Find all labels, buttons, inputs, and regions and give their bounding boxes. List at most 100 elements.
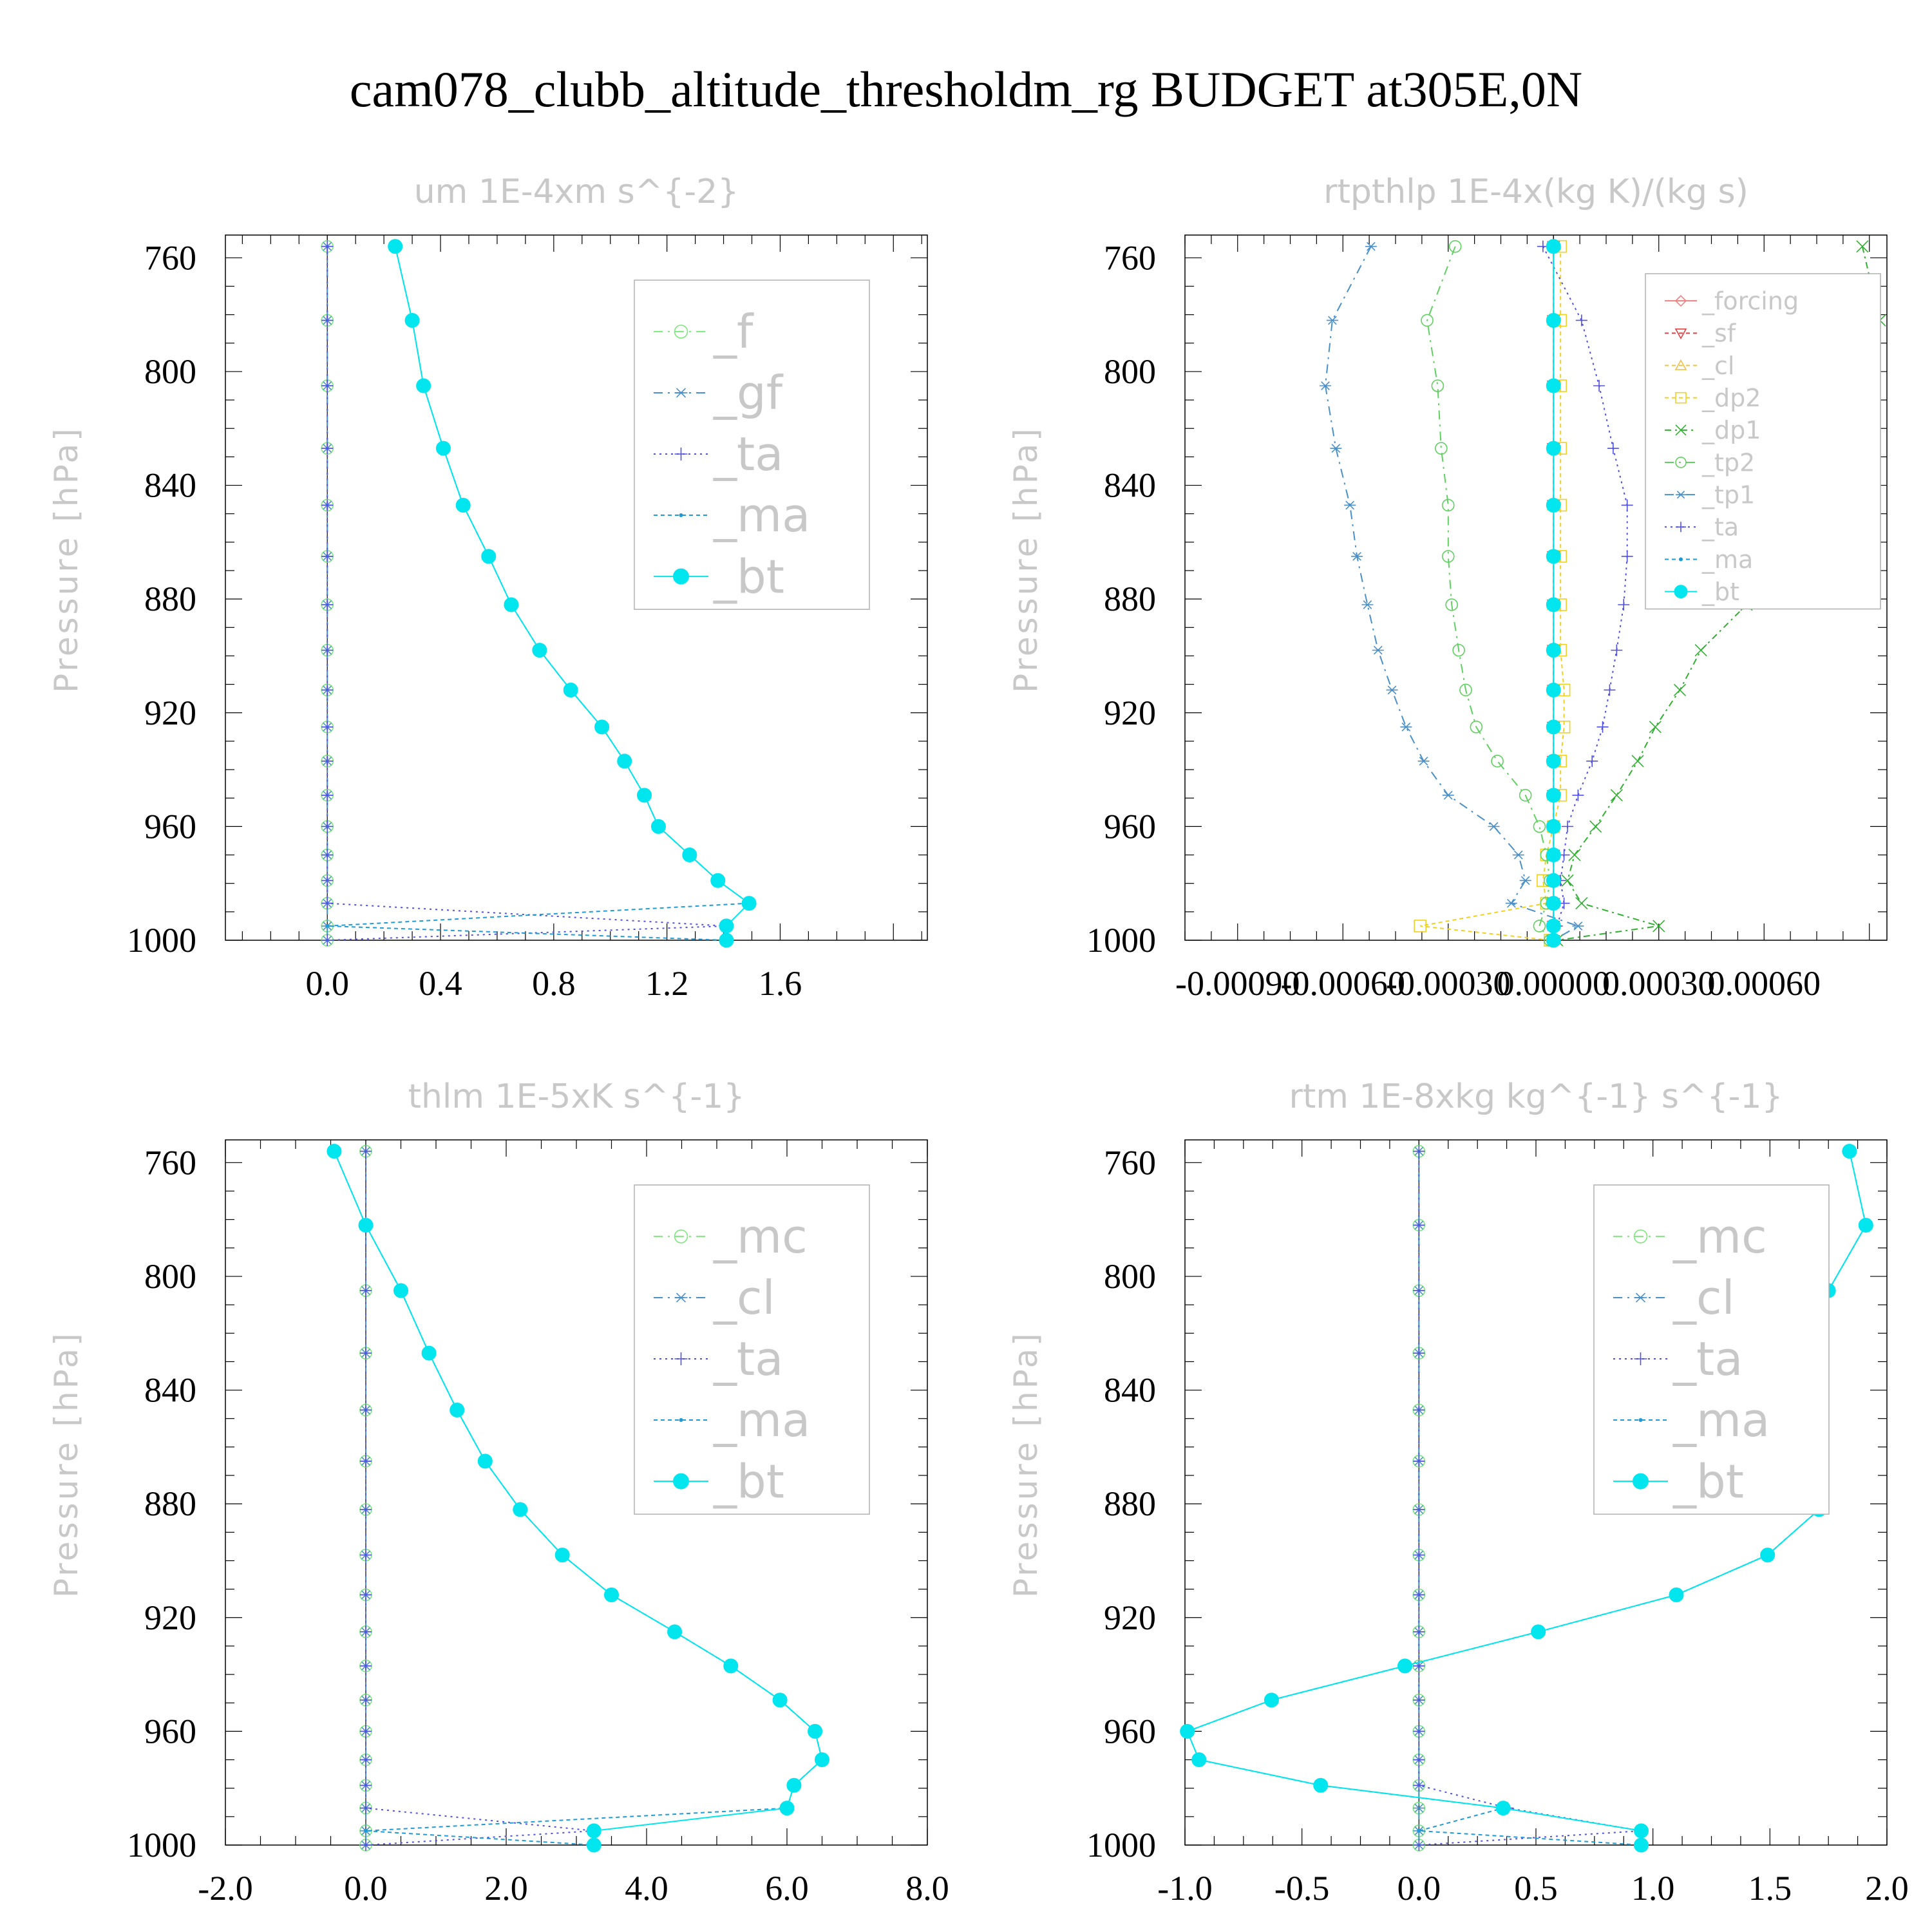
x-tick-label: -0.00060 — [1281, 964, 1405, 1003]
data-point — [1575, 897, 1588, 910]
legend-label: _bt — [713, 1454, 784, 1508]
data-point — [563, 682, 578, 697]
data-point — [1546, 549, 1561, 564]
legend-label: _f — [713, 305, 754, 359]
legend-marker — [1676, 522, 1686, 533]
panel-1: um 1E-4xm s^{-2} Pressure [hPa] 760 800 840 8… — [48, 173, 928, 1003]
data-point — [1435, 442, 1448, 455]
legend-label: _sf — [1701, 319, 1737, 348]
data-point — [1611, 644, 1623, 656]
y-tick-label: 800 — [1104, 352, 1156, 391]
data-point — [450, 1402, 465, 1417]
data-point — [1413, 1779, 1425, 1792]
legend-label: _ma — [1672, 1393, 1770, 1447]
data-point — [1413, 1219, 1425, 1231]
y-tick-label: 960 — [1104, 807, 1156, 846]
x-tick-label: 2.0 — [484, 1869, 528, 1908]
data-point — [416, 378, 431, 393]
legend-marker — [1675, 392, 1687, 404]
data-point — [586, 1823, 601, 1839]
data-point — [321, 499, 334, 511]
x-tick-label: 6.0 — [765, 1869, 809, 1908]
legend-marker — [673, 1473, 689, 1490]
data-point — [321, 934, 334, 946]
data-point — [710, 873, 726, 888]
data-point — [1546, 896, 1561, 911]
y-tick-label: 960 — [144, 1712, 196, 1750]
y-tick-label: 800 — [1104, 1257, 1156, 1296]
x-tick-label: 0.0 — [305, 964, 349, 1003]
plot-frame — [1184, 234, 1888, 941]
data-point — [1546, 497, 1561, 513]
series-line — [1557, 246, 1881, 941]
y-axis-label: Pressure [hPa] — [48, 426, 85, 693]
data-point — [1561, 874, 1574, 887]
legend-marker — [1633, 1473, 1649, 1490]
x-tick-label: 4.0 — [625, 1869, 668, 1908]
legend-label: _ta — [1672, 1332, 1743, 1386]
data-point — [1694, 644, 1707, 657]
y-tick-label: 1000 — [127, 1826, 196, 1864]
data-point — [1533, 820, 1546, 833]
legend-label: _ma — [713, 1393, 810, 1447]
data-point — [360, 1625, 372, 1638]
legend-label: _ta — [713, 1332, 783, 1386]
data-point — [1417, 756, 1430, 766]
legend-marker — [1634, 1352, 1647, 1365]
x-tick-label: 0.8 — [532, 964, 576, 1003]
data-point — [421, 1345, 437, 1361]
data-point — [360, 1549, 372, 1561]
data-point — [321, 849, 334, 861]
legend-marker — [1679, 557, 1683, 562]
data-point — [1533, 920, 1546, 933]
data-point — [1413, 1404, 1425, 1416]
data-point — [321, 240, 334, 252]
data-point — [1531, 1624, 1546, 1640]
data-point — [1546, 819, 1561, 834]
data-point — [1621, 499, 1633, 511]
data-point — [504, 597, 519, 612]
data-point — [360, 1455, 372, 1467]
data-point — [1519, 789, 1532, 802]
data-point — [786, 1777, 802, 1793]
data-point — [327, 1144, 342, 1159]
data-point — [360, 1347, 372, 1359]
series-line — [1542, 246, 1628, 941]
data-point — [360, 1285, 372, 1297]
data-point — [1505, 898, 1517, 908]
data-point — [1596, 721, 1609, 733]
data-point — [1365, 242, 1377, 251]
y-tick-label: 920 — [1104, 694, 1156, 732]
data-point — [358, 1217, 374, 1233]
data-point — [554, 1548, 570, 1563]
data-point — [1575, 314, 1587, 327]
y-tick-label: 760 — [1104, 1143, 1156, 1182]
panels-container: um 1E-4xm s^{-2} Pressure [hPa] 760 800 840 8… — [48, 173, 1909, 1908]
y-tick-label: 920 — [144, 694, 196, 732]
data-point — [1313, 1777, 1329, 1793]
data-point — [1607, 442, 1619, 455]
data-point — [1441, 498, 1455, 512]
data-point — [1519, 876, 1531, 886]
x-tick-label: 1.0 — [1631, 1869, 1675, 1908]
data-point — [1856, 240, 1869, 253]
data-point — [1760, 1548, 1776, 1563]
legend-label: _cl — [713, 1271, 775, 1325]
data-point — [1413, 1549, 1425, 1561]
y-tick-label: 760 — [144, 238, 196, 277]
data-point — [1673, 683, 1687, 697]
data-point — [321, 314, 334, 327]
series-bt — [1546, 239, 1561, 948]
data-point — [1653, 920, 1665, 933]
legend-marker — [674, 388, 688, 398]
data-point — [1546, 239, 1561, 254]
series-line — [1426, 246, 1551, 941]
data-point — [321, 755, 334, 767]
data-point — [404, 312, 420, 328]
legend-marker — [1633, 1229, 1648, 1244]
data-point — [513, 1502, 528, 1517]
data-point — [1442, 790, 1454, 800]
x-tick-label: 0.00000 — [1497, 964, 1611, 1003]
data-point — [1413, 1725, 1425, 1738]
